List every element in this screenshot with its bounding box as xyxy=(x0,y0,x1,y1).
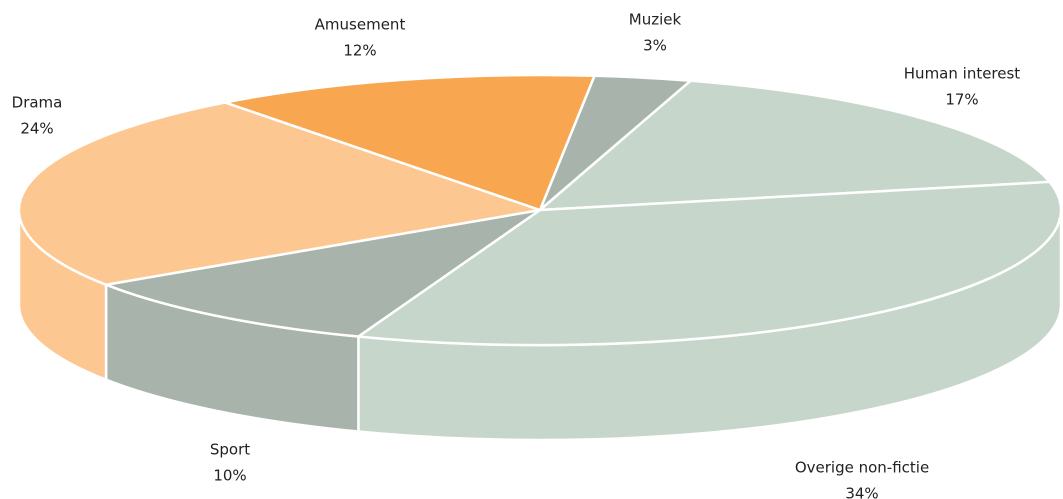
slice-value-label: 12% xyxy=(343,42,376,60)
slice xyxy=(104,208,542,338)
slice xyxy=(223,73,596,212)
slice-value-label: 3% xyxy=(643,37,667,55)
slice-label: Drama xyxy=(12,94,63,112)
slice-label: Muziek xyxy=(629,11,682,29)
slice-value-label: 24% xyxy=(20,120,53,138)
slice-label: Overige non-fictie xyxy=(795,459,929,477)
slice xyxy=(538,79,1051,212)
slice-value-label: 34% xyxy=(845,485,878,499)
slice-label: Human interest xyxy=(904,65,1021,83)
slice-label: Sport xyxy=(210,441,250,459)
slice-value-label: 10% xyxy=(213,467,246,485)
slice xyxy=(17,101,542,286)
slice-label: Amusement xyxy=(315,16,406,34)
slice xyxy=(357,180,1063,347)
slice-value-label: 17% xyxy=(945,91,978,109)
